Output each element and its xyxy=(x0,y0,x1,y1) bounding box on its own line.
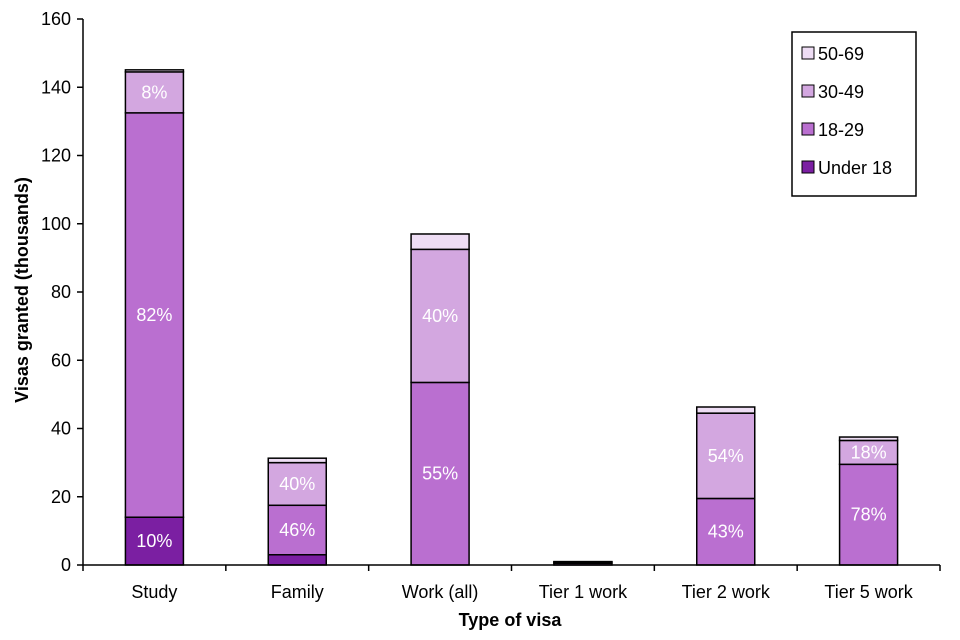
x-tick-label: Tier 1 work xyxy=(539,582,628,602)
bar-segment-work-all--18-29 xyxy=(410,381,470,566)
axes-layer: 0 20 40 60 80 100 120 140 160 Study Family Work (al… xyxy=(41,9,941,602)
data-label: 78% xyxy=(851,505,887,525)
y-tick-label: 120 xyxy=(41,146,71,166)
legend-swatch xyxy=(801,46,815,60)
data-label: 18% xyxy=(851,442,887,462)
bar-segment-family-under-18 xyxy=(267,554,327,566)
legend-label: 18-29 xyxy=(818,120,864,140)
x-tick-label: Tier 2 work xyxy=(682,582,771,602)
bar-segment-tier-2-work-30-49 xyxy=(696,412,756,500)
data-label: 55% xyxy=(422,464,458,484)
data-label: 40% xyxy=(422,306,458,326)
legend-swatch xyxy=(801,122,815,136)
data-label: 82% xyxy=(136,305,172,325)
bar-segment-tier-5-work-18-29 xyxy=(838,463,899,566)
bars-layer xyxy=(124,69,899,566)
y-tick-label: 160 xyxy=(41,9,71,29)
bar-segment-tier-5-work-50-69 xyxy=(838,436,899,442)
data-label: 8% xyxy=(141,82,167,102)
legend-swatch xyxy=(801,160,815,174)
bar-segment-family-30-49 xyxy=(267,461,327,507)
y-tick-label: 80 xyxy=(51,282,71,302)
y-tick-label: 140 xyxy=(41,77,71,97)
bar-segment-study-18-29 xyxy=(124,112,185,518)
data-label: 54% xyxy=(708,446,744,466)
y-tick-label: 100 xyxy=(41,214,71,234)
bar-segment-study-under-18 xyxy=(124,516,185,566)
legend-label: 50-69 xyxy=(818,44,864,64)
bar-segment-study-50-69 xyxy=(124,69,185,73)
data-label: 40% xyxy=(279,474,315,494)
bar-segment-family-18-29 xyxy=(267,504,327,556)
bar-segment-tier-2-work-50-69 xyxy=(696,406,756,414)
legend-swatch xyxy=(801,84,815,98)
data-label: 43% xyxy=(708,522,744,542)
bar-segment-tier-1-work-50-69 xyxy=(553,560,613,563)
bar-segment-work-all--30-49 xyxy=(410,248,470,384)
data-label: 10% xyxy=(136,531,172,551)
y-axis-title: Visas granted (thousands) xyxy=(12,177,32,403)
x-tick-label: Family xyxy=(271,582,324,602)
labels-layer: 10% 82% 8% 46% 40% 55% 40% 43% 54% 78% 18% xyxy=(136,82,886,551)
x-axis-title: Type of visa xyxy=(459,610,563,630)
data-label: 46% xyxy=(279,520,315,540)
x-tick-label: Study xyxy=(131,582,177,602)
y-tick-label: 20 xyxy=(51,487,71,507)
bar-segment-work-all--50-69 xyxy=(410,233,470,251)
legend-label: Under 18 xyxy=(818,158,892,178)
legend: 50-69 30-49 18-29 Under 18 xyxy=(791,31,917,197)
x-tick-label: Tier 5 work xyxy=(824,582,913,602)
y-tick-label: 0 xyxy=(61,555,71,575)
legend-label: 30-49 xyxy=(818,82,864,102)
y-tick-label: 60 xyxy=(51,350,71,370)
bar-segment-family-50-69 xyxy=(267,457,327,464)
y-tick-label: 40 xyxy=(51,419,71,439)
x-tick-label: Work (all) xyxy=(402,582,479,602)
